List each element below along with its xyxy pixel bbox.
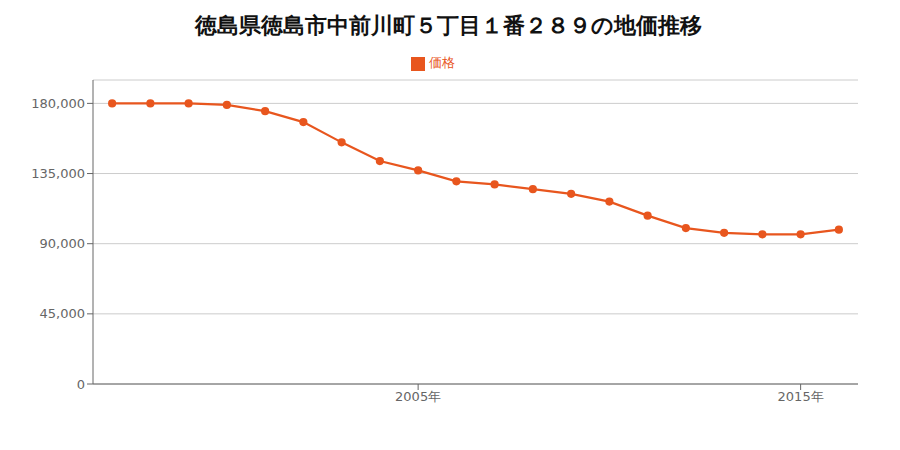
html-text:徳島県徳島市中前川町５丁目１番２８９の地価推移: 徳島県徳島市中前川町５丁目１番２８９の地価推移 — [194, 13, 702, 38]
svg-text:45,000: 45,000 — [40, 306, 86, 321]
svg-text:2015年: 2015年 — [778, 389, 824, 404]
svg-text:90,000: 90,000 — [40, 236, 86, 251]
svg-text:180,000: 180,000 — [31, 96, 85, 111]
html-text:価格: 価格 — [429, 55, 455, 70]
svg-text:2005年: 2005年 — [395, 389, 441, 404]
svg-text:0: 0 — [77, 377, 85, 392]
svg-text:135,000: 135,000 — [31, 166, 85, 181]
